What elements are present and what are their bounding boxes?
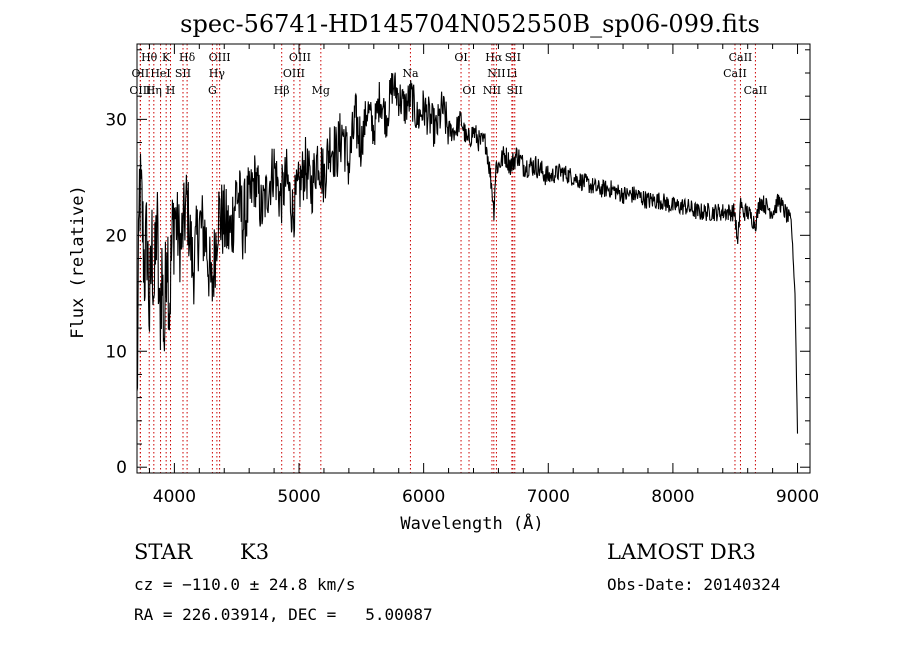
- line-marker-label: Mg: [312, 84, 330, 97]
- x-axis-label: Wavelength (Å): [400, 512, 543, 534]
- x-tick-label: 9000: [776, 487, 819, 507]
- x-tick-label: 7000: [527, 487, 570, 507]
- observation-date: Obs-Date: 20140324: [607, 575, 781, 594]
- line-marker-label: Hδ: [179, 51, 196, 64]
- line-marker-label: OIII: [129, 84, 151, 97]
- line-marker-label: OI: [454, 51, 467, 64]
- y-tick-label: 10: [105, 342, 127, 362]
- x-tick-label: 5000: [277, 487, 320, 507]
- line-marker-label: SII: [507, 84, 523, 97]
- y-tick-label: 20: [105, 226, 127, 246]
- line-marker-label: NII: [483, 84, 501, 97]
- spectrum-line: [136, 72, 799, 434]
- chart-title: spec-56741-HD145704N052550B_sp06-099.fit…: [180, 10, 760, 38]
- line-marker-label: HeI: [150, 67, 170, 80]
- survey-name: LAMOST DR3: [607, 540, 756, 564]
- y-tick-label: 30: [105, 110, 127, 130]
- line-marker-label: OIII: [289, 51, 311, 64]
- y-tick-label: 0: [116, 458, 127, 478]
- spectral-subclass: K3: [240, 540, 270, 564]
- axes: 4000 5000 6000 7000 8000 9000 0 10 20 30: [105, 43, 819, 507]
- object-class: STAR: [134, 540, 193, 564]
- coordinates: RA = 226.03914, DEC = 5.00087: [134, 605, 433, 624]
- x-tick-label: 6000: [402, 487, 445, 507]
- y-axis-label: Flux (relative): [68, 185, 88, 339]
- line-marker-label: Na: [402, 67, 419, 80]
- line-marker-label: OIII: [283, 67, 305, 80]
- plot-frame: [136, 43, 811, 474]
- line-marker-label: K: [162, 51, 171, 64]
- line-marker-label: Hγ: [209, 67, 226, 80]
- line-marker-label: SII: [505, 51, 521, 64]
- line-marker-label: SII: [175, 67, 191, 80]
- line-marker-label: CaII: [723, 67, 747, 80]
- line-marker-label: Hβ: [274, 84, 290, 97]
- spectrum-series: [136, 72, 799, 434]
- line-marker-label: OI: [462, 84, 475, 97]
- line-marker-label: Hα: [485, 51, 503, 64]
- line-marker-label: G: [208, 84, 217, 97]
- line-marker-label: Hθ: [141, 51, 158, 64]
- x-tick-label: 8000: [651, 487, 694, 507]
- line-marker-label: NII: [487, 67, 505, 80]
- redshift-cz: cz = −110.0 ± 24.8 km/s: [134, 575, 356, 594]
- line-marker-label: Li: [506, 67, 517, 80]
- line-marker-label: H: [166, 84, 176, 97]
- line-marker-label: CaII: [729, 51, 753, 64]
- line-marker-label: OIII: [209, 51, 231, 64]
- x-tick-label: 4000: [153, 487, 196, 507]
- line-marker-label: Hη: [146, 84, 162, 97]
- line-marker-label: CaII: [744, 84, 768, 97]
